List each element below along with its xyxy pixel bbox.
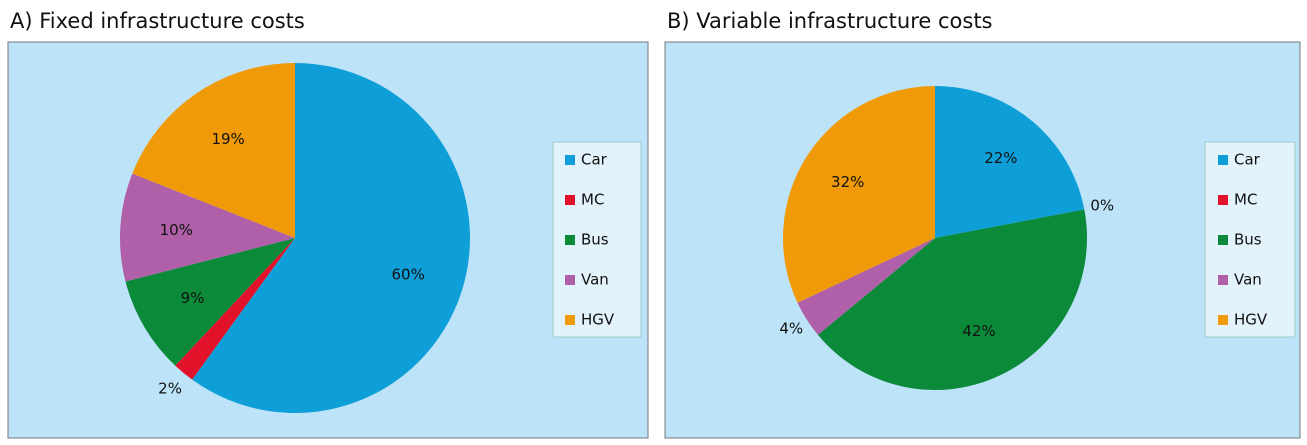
- legend-label: MC: [1234, 191, 1257, 209]
- pie-slice: [175, 238, 295, 380]
- legend-label: HGV: [581, 311, 615, 329]
- legend-label: MC: [581, 191, 604, 209]
- pie-slice: [192, 63, 470, 413]
- data-label: 60%: [392, 265, 425, 283]
- legend-swatch: [1218, 195, 1228, 205]
- data-label: 22%: [984, 149, 1017, 167]
- data-label: 10%: [160, 221, 193, 239]
- legend-swatch: [1218, 315, 1228, 325]
- legend-label: HGV: [1234, 311, 1268, 329]
- pie-slice: [935, 86, 1085, 238]
- legend-swatch: [565, 195, 575, 205]
- legend-swatch: [1218, 155, 1228, 165]
- legend-label: Bus: [581, 231, 609, 249]
- legend-swatch: [565, 315, 575, 325]
- legend-swatch: [1218, 235, 1228, 245]
- legend-swatch: [565, 275, 575, 285]
- legend-swatch: [565, 235, 575, 245]
- pie-slice: [132, 63, 295, 238]
- legend-swatch: [565, 155, 575, 165]
- legend-label: Car: [581, 151, 608, 169]
- pie-slice: [120, 173, 295, 282]
- data-label: 4%: [779, 320, 803, 338]
- data-label: 42%: [962, 322, 995, 340]
- chart-title: B) Variable infrastructure costs: [667, 9, 993, 33]
- pie-slice: [783, 86, 935, 303]
- pie-slice: [125, 238, 295, 366]
- legend-label: Van: [1234, 271, 1262, 289]
- legend-label: Car: [1234, 151, 1261, 169]
- data-label: 9%: [181, 289, 205, 307]
- data-label: 2%: [158, 380, 182, 398]
- pie-slice: [797, 238, 935, 335]
- legend-label: Van: [581, 271, 609, 289]
- data-label: 32%: [831, 173, 864, 191]
- chart-title: A) Fixed infrastructure costs: [10, 9, 305, 33]
- pie-slice: [817, 209, 1087, 390]
- legend-swatch: [1218, 275, 1228, 285]
- data-label: 19%: [211, 130, 244, 148]
- legend-label: Bus: [1234, 231, 1262, 249]
- data-label: 0%: [1090, 197, 1114, 215]
